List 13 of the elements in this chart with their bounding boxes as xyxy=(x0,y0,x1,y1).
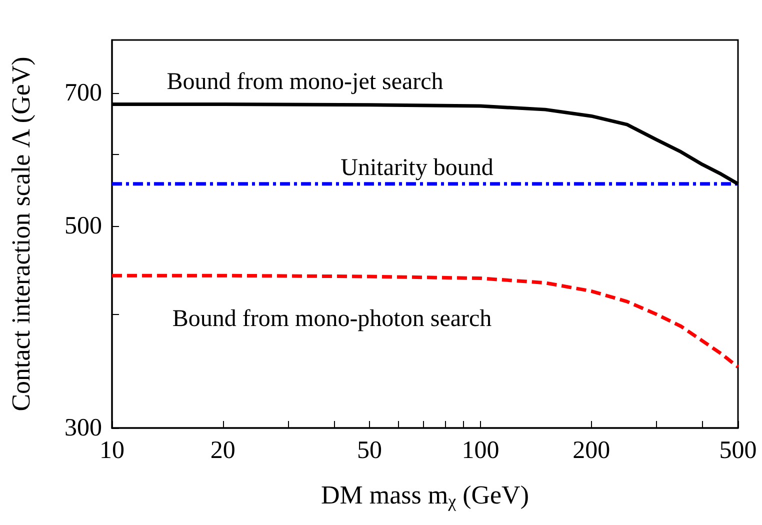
annotation: Unitarity bound xyxy=(340,155,494,181)
annotation: Bound from mono-jet search xyxy=(166,69,444,95)
y-tick-label: 300 xyxy=(64,414,102,442)
annotation: Bound from mono-photon search xyxy=(172,306,492,332)
y-tick-label: 700 xyxy=(64,79,102,106)
x-tick-label: 100 xyxy=(462,437,500,464)
x-tick-label: 200 xyxy=(572,437,610,464)
x-tick-label: 20 xyxy=(210,437,236,464)
x-tick-label: 10 xyxy=(100,437,124,464)
x-tick-label: 500 xyxy=(719,437,757,464)
y-axis-title: Contact interaction scale Λ (GeV) xyxy=(6,56,36,412)
y-tick-label: 500 xyxy=(64,212,102,240)
x-tick-label: 50 xyxy=(357,437,382,464)
